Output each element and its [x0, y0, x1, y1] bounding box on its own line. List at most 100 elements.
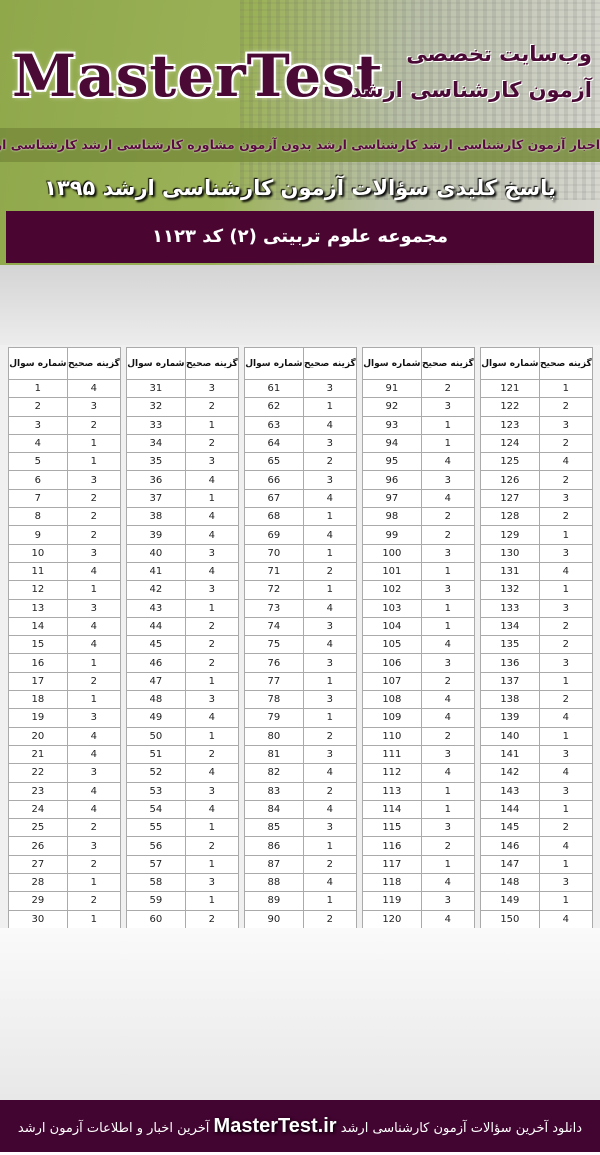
table-row: 39 4 [126, 525, 240, 545]
table-row: 115 3 [362, 818, 476, 838]
correct-answer: 2 [538, 397, 594, 417]
question-number: 72 [244, 580, 304, 600]
correct-answer: 1 [420, 781, 476, 801]
correct-answer: 1 [538, 726, 594, 746]
table-row: 47 1 [126, 671, 240, 692]
question-number: 42 [126, 580, 186, 600]
correct-answer: 3 [66, 708, 122, 728]
question-number: 105 [362, 635, 422, 655]
question-number: 71 [244, 561, 304, 582]
table-row: 139 4 [480, 708, 594, 728]
table-row: 104 1 [362, 616, 476, 637]
correct-answer: 2 [66, 818, 122, 838]
correct-answer: 2 [420, 726, 476, 746]
question-number: 79 [244, 708, 304, 728]
correct-answer: 3 [420, 818, 476, 838]
table-row: 77 1 [244, 671, 358, 692]
correct-answer: 1 [538, 891, 594, 911]
table-row: 48 3 [126, 690, 240, 710]
question-number: 140 [480, 726, 540, 746]
question-number: 113 [362, 781, 422, 801]
correct-answer: 2 [420, 836, 476, 856]
question-number: 133 [480, 598, 540, 618]
table-row: 21 4 [8, 744, 122, 765]
question-number: 32 [126, 397, 186, 417]
table-row: 131 4 [480, 561, 594, 582]
table-row: 76 3 [244, 653, 358, 673]
table-row: 57 1 [126, 854, 240, 875]
question-number: 123 [480, 415, 540, 435]
table-row: 99 2 [362, 525, 476, 545]
question-number: 41 [126, 561, 186, 582]
question-number: 109 [362, 708, 422, 728]
correct-answer: 1 [184, 671, 240, 692]
question-number: 96 [362, 470, 422, 490]
correct-answer: 4 [302, 635, 358, 655]
question-number: 46 [126, 653, 186, 673]
correct-answer: 4 [420, 763, 476, 783]
table-row: 67 4 [244, 488, 358, 509]
correct-answer: 2 [420, 671, 476, 692]
question-number: 139 [480, 708, 540, 728]
question-number: 39 [126, 525, 186, 545]
question-number: 99 [362, 525, 422, 545]
question-number: 146 [480, 836, 540, 856]
correct-answer: 4 [538, 763, 594, 783]
question-number: 24 [8, 799, 68, 820]
table-row: 138 2 [480, 690, 594, 710]
correct-answer: 4 [420, 452, 476, 472]
table-row: 32 2 [126, 397, 240, 417]
correct-answer: 3 [302, 470, 358, 490]
table-row: 10 3 [8, 543, 122, 563]
table-row: 17 2 [8, 671, 122, 692]
table-row: 129 1 [480, 525, 594, 545]
correct-answer: 2 [184, 397, 240, 417]
correct-answer: 4 [302, 799, 358, 820]
correct-answer: 2 [538, 690, 594, 710]
correct-answer: 1 [538, 525, 594, 545]
correct-answer: 1 [66, 433, 122, 454]
question-number: 17 [8, 671, 68, 692]
table-row: 58 3 [126, 873, 240, 893]
question-number: 34 [126, 433, 186, 454]
table-row: 66 3 [244, 470, 358, 490]
question-number: 10 [8, 543, 68, 563]
question-number: 68 [244, 507, 304, 527]
question-number: 54 [126, 799, 186, 820]
table-row: 109 4 [362, 708, 476, 728]
question-number: 5 [8, 452, 68, 472]
table-row: 11 4 [8, 561, 122, 582]
question-number: 80 [244, 726, 304, 746]
question-number: 92 [362, 397, 422, 417]
table-row: 89 1 [244, 891, 358, 911]
header-question-number: شماره سوال [244, 347, 304, 380]
correct-answer: 3 [538, 873, 594, 893]
table-row: 150 4 [480, 909, 594, 929]
correct-answer: 2 [184, 653, 240, 673]
correct-answer: 3 [184, 543, 240, 563]
table-row: 69 4 [244, 525, 358, 545]
question-number: 7 [8, 488, 68, 509]
table-row: 87 2 [244, 854, 358, 875]
question-number: 132 [480, 580, 540, 600]
question-number: 62 [244, 397, 304, 417]
question-number: 2 [8, 397, 68, 417]
answer-sheet-image [240, 0, 600, 200]
question-number: 98 [362, 507, 422, 527]
table-row: 120 4 [362, 909, 476, 929]
table-row: 38 4 [126, 507, 240, 527]
table-row: 146 4 [480, 836, 594, 856]
correct-answer: 3 [184, 580, 240, 600]
correct-answer: 4 [420, 708, 476, 728]
correct-answer: 3 [538, 488, 594, 509]
correct-answer: 1 [302, 671, 358, 692]
question-number: 38 [126, 507, 186, 527]
correct-answer: 1 [538, 378, 594, 399]
correct-answer: 3 [66, 836, 122, 856]
table-row: 25 2 [8, 818, 122, 838]
correct-answer: 4 [302, 415, 358, 435]
question-number: 63 [244, 415, 304, 435]
question-number: 27 [8, 854, 68, 875]
